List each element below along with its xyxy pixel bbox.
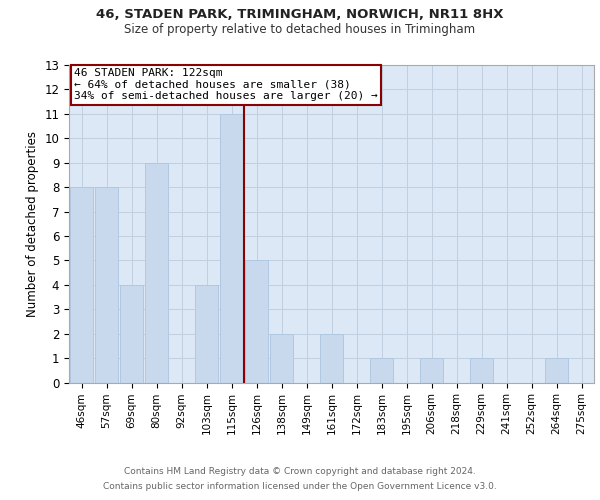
Text: Size of property relative to detached houses in Trimingham: Size of property relative to detached ho… bbox=[124, 22, 476, 36]
Bar bbox=[145, 162, 168, 382]
Text: 46, STADEN PARK, TRIMINGHAM, NORWICH, NR11 8HX: 46, STADEN PARK, TRIMINGHAM, NORWICH, NR… bbox=[96, 8, 504, 20]
Bar bbox=[120, 285, 143, 382]
Bar bbox=[545, 358, 568, 382]
Bar bbox=[95, 187, 118, 382]
Bar bbox=[320, 334, 343, 382]
Y-axis label: Number of detached properties: Number of detached properties bbox=[26, 130, 39, 317]
Bar bbox=[420, 358, 443, 382]
Bar bbox=[195, 285, 218, 382]
Bar bbox=[70, 187, 93, 382]
Bar bbox=[370, 358, 393, 382]
Text: Contains public sector information licensed under the Open Government Licence v3: Contains public sector information licen… bbox=[103, 482, 497, 491]
Text: Contains HM Land Registry data © Crown copyright and database right 2024.: Contains HM Land Registry data © Crown c… bbox=[124, 467, 476, 476]
Bar bbox=[245, 260, 268, 382]
Bar bbox=[470, 358, 493, 382]
Bar bbox=[270, 334, 293, 382]
Bar bbox=[220, 114, 243, 382]
Text: 46 STADEN PARK: 122sqm
← 64% of detached houses are smaller (38)
34% of semi-det: 46 STADEN PARK: 122sqm ← 64% of detached… bbox=[74, 68, 378, 102]
